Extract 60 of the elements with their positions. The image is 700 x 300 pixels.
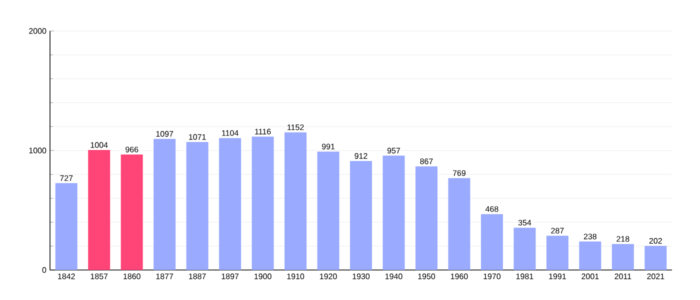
x-tick-label: 1877	[156, 274, 174, 280]
bar	[415, 166, 438, 270]
x-tick-label: 1842	[58, 274, 75, 280]
x-tick-label: 2001	[582, 274, 599, 280]
bar	[252, 136, 274, 270]
data-label: 867	[420, 158, 433, 164]
data-label: 966	[126, 146, 138, 152]
y-tick-label: 1000	[29, 148, 46, 154]
data-label: 218	[616, 236, 630, 242]
x-tick-label: 1991	[549, 274, 566, 280]
x-tick-label: 1860	[124, 274, 140, 280]
data-label: 1004	[90, 142, 108, 148]
bar	[350, 161, 372, 270]
bar	[644, 246, 667, 270]
bar	[448, 178, 470, 270]
x-tick-label: 1900	[254, 274, 272, 280]
x-tick-label: 1897	[222, 274, 239, 280]
x-tick-label: 1981	[516, 274, 534, 280]
x-tick-label: 1970	[484, 274, 501, 280]
data-label: 238	[584, 234, 596, 240]
bar	[514, 228, 536, 270]
bar	[382, 156, 405, 270]
data-label: 1116	[255, 128, 271, 134]
data-label: 202	[649, 238, 662, 244]
y-tick-label: 2000	[29, 28, 46, 34]
x-tick-label: 2011	[614, 274, 632, 280]
bar	[579, 242, 602, 270]
data-label: 769	[452, 170, 466, 176]
data-label: 468	[485, 206, 498, 212]
data-label: 354	[518, 220, 532, 226]
x-tick-label: 2021	[647, 274, 664, 280]
data-label: 1071	[189, 134, 206, 140]
bar	[88, 150, 110, 270]
data-label: 1104	[222, 130, 238, 136]
data-label: 287	[551, 228, 564, 234]
bar	[154, 138, 176, 270]
data-label: 1097	[156, 131, 174, 137]
x-tick-label: 1910	[287, 274, 304, 280]
x-tick-label: 1857	[90, 274, 108, 280]
bar	[317, 152, 340, 270]
x-tick-label: 1887	[189, 274, 206, 280]
bar	[612, 244, 634, 270]
x-tick-label: 1930	[352, 274, 370, 280]
data-label: 991	[322, 144, 335, 150]
bar	[219, 138, 242, 270]
y-tick-label: 0	[42, 267, 46, 273]
data-label: 912	[354, 153, 368, 159]
bar	[546, 236, 568, 270]
data-label: 957	[387, 148, 400, 154]
bar	[120, 154, 143, 270]
bar	[186, 142, 208, 270]
x-tick-label: 1920	[320, 274, 337, 280]
bar	[284, 132, 307, 270]
x-tick-label: 1940	[385, 274, 402, 280]
data-label: 727	[60, 175, 73, 181]
bar	[480, 214, 503, 270]
bar	[55, 183, 78, 270]
x-tick-label: 1950	[418, 274, 436, 280]
x-tick-label: 1960	[450, 274, 468, 280]
data-label: 1152	[288, 124, 304, 130]
